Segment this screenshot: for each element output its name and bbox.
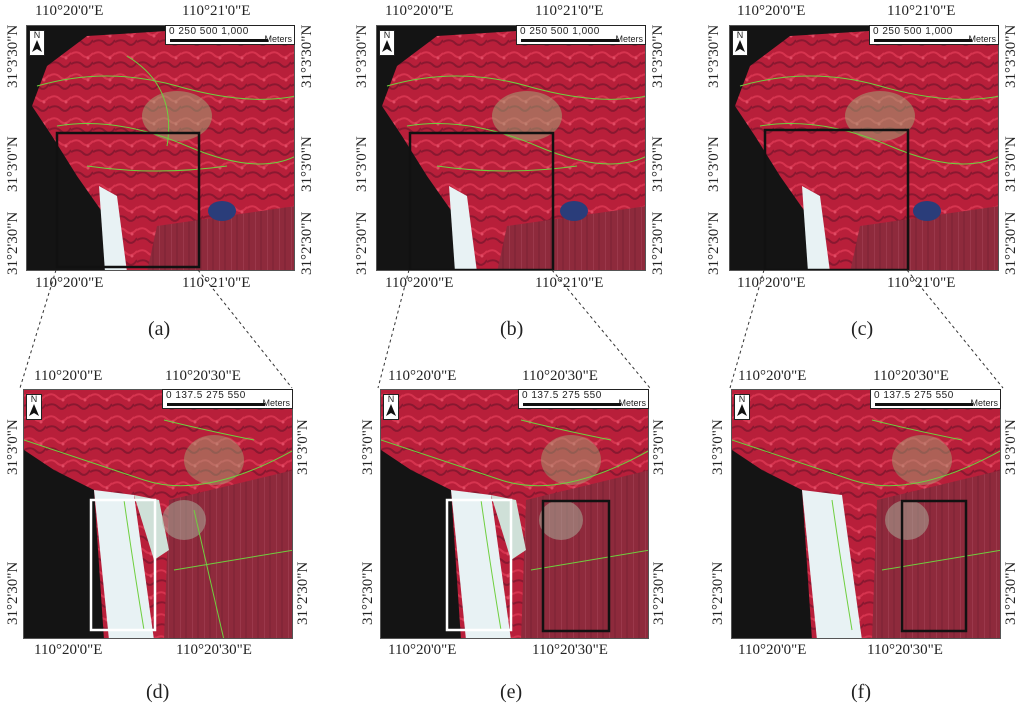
top-lon-label: 110°20'0"E <box>737 3 806 19</box>
top-lon-label: 110°20'0"E <box>385 3 454 19</box>
top-lon-label: 110°21'0"E <box>887 3 956 19</box>
arrow-up-icon <box>382 40 392 52</box>
satellite-map <box>23 389 293 639</box>
north-arrow: N <box>26 394 42 420</box>
north-arrow: N <box>734 394 750 420</box>
top-lon-label: 110°20'0"E <box>738 368 807 384</box>
zoom-box-black <box>541 499 611 633</box>
arrow-up-icon <box>735 40 745 52</box>
top-lon-label: 110°21'0"E <box>182 3 251 19</box>
top-lon-label: 110°20'0"E <box>34 368 103 384</box>
left-lat-label: 31°2'30"N <box>360 561 376 625</box>
scale-bar: 0 137.5 275 550 Meters <box>870 389 1001 409</box>
right-lat-label: 31°2'30"N <box>651 561 667 625</box>
satellite-map <box>376 25 646 271</box>
arrow-up-icon <box>32 40 42 52</box>
panel-caption: (b) <box>500 318 524 340</box>
right-lat-label: 31°3'0"N <box>1003 419 1019 475</box>
north-arrow: N <box>732 30 748 56</box>
top-lon-label: 110°20'30"E <box>522 368 598 384</box>
bottom-lon-label: 110°20'30"E <box>867 642 943 658</box>
arrow-up-icon <box>29 404 39 416</box>
bottom-lon-label: 110°21'0"E <box>887 275 956 291</box>
bottom-lon-label: 110°20'0"E <box>34 642 103 658</box>
top-lon-label: 110°21'0"E <box>535 3 604 19</box>
left-lat-label: 31°3'0"N <box>710 419 726 475</box>
scale-bar: 0 250 500 1,000 Meters <box>869 25 999 45</box>
north-arrow: N <box>379 30 395 56</box>
right-lat-label: 31°3'0"N <box>295 419 311 475</box>
satellite-map <box>380 389 649 639</box>
top-lon-label: 110°20'0"E <box>388 368 457 384</box>
zoom-box-white <box>89 498 157 632</box>
right-lat-label: 31°2'30"N <box>1003 561 1019 625</box>
north-arrow: N <box>29 30 45 56</box>
bottom-lon-label: 110°20'0"E <box>738 642 807 658</box>
panel-caption: (c) <box>851 318 874 340</box>
bottom-lon-label: 110°21'0"E <box>182 275 251 291</box>
satellite-map <box>731 389 1001 639</box>
top-lon-label: 110°20'30"E <box>873 368 949 384</box>
arrow-up-icon <box>386 404 396 416</box>
top-lon-label: 110°20'0"E <box>35 3 104 19</box>
bottom-lon-label: 110°20'0"E <box>35 275 104 291</box>
zoom-box-black <box>900 499 968 633</box>
bottom-lon-label: 110°20'0"E <box>385 275 454 291</box>
left-lat-label: 31°3'0"N <box>5 419 21 475</box>
panel-caption: (e) <box>500 681 523 703</box>
right-lat-label: 31°2'30"N <box>295 561 311 625</box>
panel-caption: (f) <box>851 681 871 703</box>
bottom-lon-label: 110°20'0"E <box>388 642 457 658</box>
bottom-lon-label: 110°21'0"E <box>535 275 604 291</box>
top-lon-label: 110°20'30"E <box>165 368 241 384</box>
bottom-lon-label: 110°20'0"E <box>737 275 806 291</box>
left-lat-label: 31°2'30"N <box>5 561 21 625</box>
bottom-lon-label: 110°20'30"E <box>176 642 252 658</box>
satellite-map <box>729 25 999 271</box>
right-lat-label: 31°3'0"N <box>651 419 667 475</box>
panel-caption: (a) <box>148 318 171 340</box>
satellite-map <box>26 25 295 271</box>
bottom-lon-label: 110°20'30"E <box>532 642 608 658</box>
north-arrow: N <box>383 394 399 420</box>
scale-bar: 0 137.5 275 550 Meters <box>162 389 293 409</box>
scale-bar: 0 137.5 275 550 Meters <box>518 389 649 409</box>
arrow-up-icon <box>737 404 747 416</box>
scale-bar: 0 250 500 1,000 Meters <box>165 25 295 45</box>
left-lat-label: 31°2'30"N <box>710 561 726 625</box>
panel-caption: (d) <box>146 681 170 703</box>
scale-bar: 0 250 500 1,000 Meters <box>516 25 646 45</box>
zoom-box-white <box>445 498 513 632</box>
left-lat-label: 31°3'0"N <box>360 419 376 475</box>
